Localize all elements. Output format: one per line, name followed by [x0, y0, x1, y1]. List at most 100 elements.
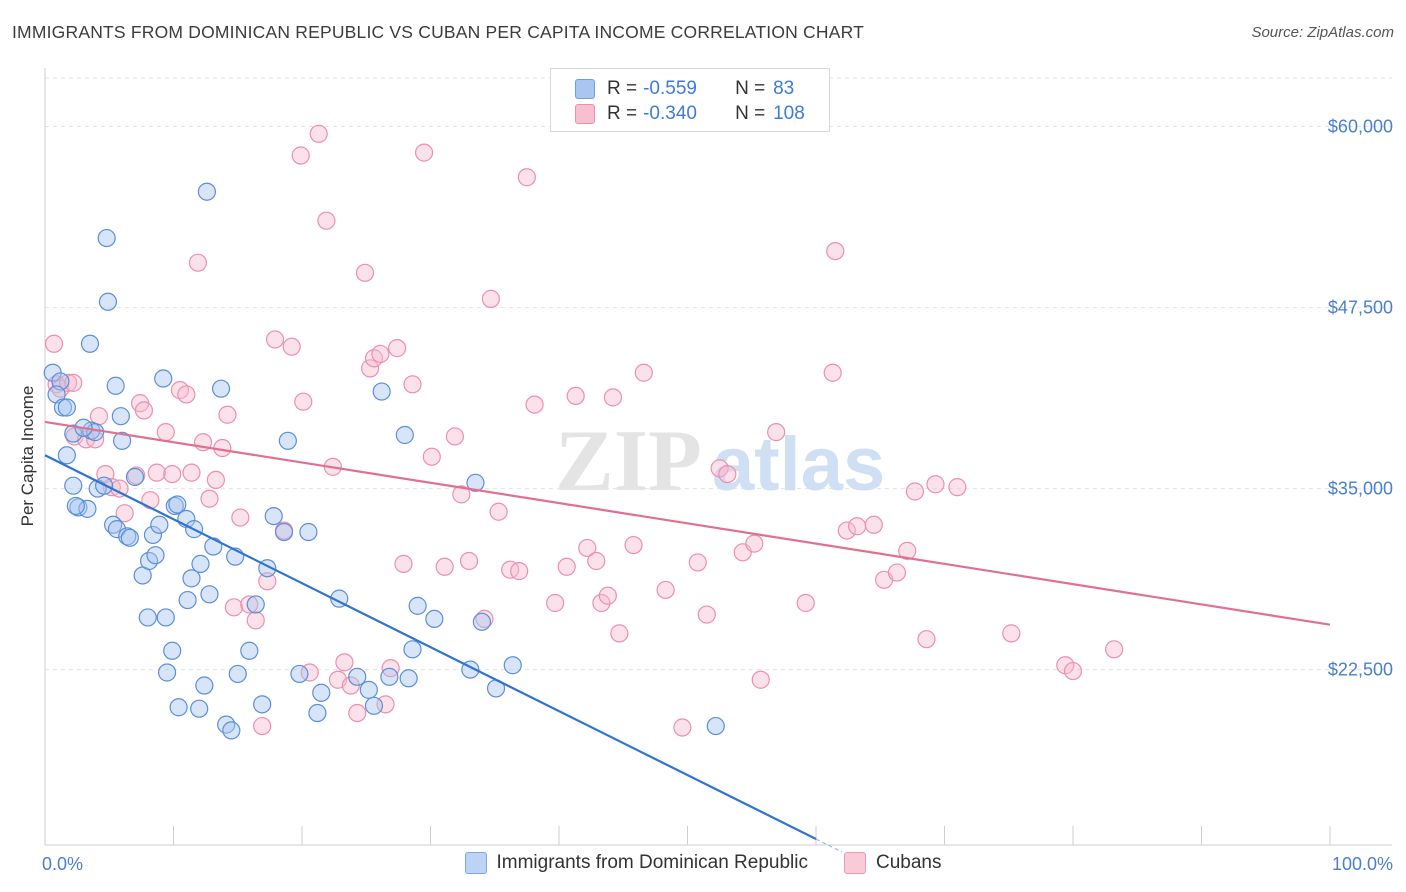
cuban-point: [767, 423, 786, 442]
cuban-point: [206, 470, 226, 489]
dominican-point: [57, 398, 76, 417]
dominican-point: [107, 520, 127, 539]
cuban-point: [435, 557, 454, 576]
watermark-atlas: atlas: [712, 422, 885, 507]
legend-r-label: R =: [607, 103, 638, 124]
bottom-legend-cubans[interactable]: Cubans: [844, 852, 942, 874]
cuban-point: [361, 359, 380, 378]
cuban-point: [673, 718, 692, 737]
dominican-point: [217, 715, 236, 734]
cuban-point: [1105, 640, 1124, 659]
cuban-point: [592, 593, 611, 613]
dominican-points: [43, 182, 725, 740]
bottom-legend-label-cubans: Cubans: [876, 852, 942, 873]
cuban-point: [265, 330, 285, 349]
trend-lines: [44, 420, 1331, 853]
dominican-point: [197, 182, 217, 201]
legend-r-value: -0.559: [643, 78, 697, 99]
cuban-point: [610, 624, 629, 643]
cuban-point: [525, 395, 544, 414]
dominican-point: [168, 495, 187, 514]
dominican-point: [178, 590, 197, 610]
cuban-point: [258, 572, 277, 591]
gridlines: [45, 77, 1392, 671]
legend-swatch-dominican: [575, 79, 595, 99]
cuban-point: [587, 551, 606, 571]
dominican-point: [106, 376, 125, 395]
cuban-point: [452, 485, 471, 504]
cuban-point: [394, 554, 413, 573]
dominican-point: [278, 431, 297, 450]
legend-n-label: N =: [735, 78, 766, 99]
dominican-point: [157, 663, 177, 682]
cuban-point: [501, 560, 520, 579]
cuban-point: [403, 375, 422, 394]
cuban-point: [656, 580, 675, 600]
dominican-point: [154, 369, 173, 388]
dominican-point: [97, 228, 116, 248]
dominican-point: [200, 585, 219, 604]
legend-n-label: N =: [735, 103, 766, 124]
dominican-point: [57, 446, 76, 465]
cuban-point: [688, 553, 707, 572]
legend-box: R = -0.559 N = 83 R = -0.340 N = 108: [550, 68, 830, 132]
dominican-point: [111, 407, 130, 426]
dominican-point: [78, 499, 97, 518]
cuban-point: [182, 463, 201, 482]
cuban-point: [355, 263, 375, 282]
dominican-point: [191, 554, 210, 573]
cuban-point: [422, 447, 441, 466]
dominican-point: [80, 334, 100, 353]
legend-row-dominican: R = -0.559 N = 83: [575, 77, 794, 101]
cuban-point: [376, 695, 395, 714]
dominican-point: [264, 506, 283, 526]
dominican-trend-line: [44, 454, 817, 841]
cuban-point: [246, 611, 265, 630]
cuban-point: [253, 716, 272, 736]
dominican-point: [472, 612, 491, 631]
dominican-point: [64, 424, 83, 443]
cuban-point: [837, 521, 856, 540]
bottom-legend-label-dominican: Immigrants from Dominican Republic: [496, 852, 809, 873]
cuban-point: [898, 541, 917, 560]
cuban-point: [848, 517, 867, 536]
bottom-legend-dominican[interactable]: Immigrants from Dominican Republic: [464, 852, 809, 874]
cuban-point: [163, 465, 182, 484]
dominican-point: [312, 683, 331, 702]
dominican-point: [125, 467, 145, 487]
y-tick-label: $22,500: [1328, 660, 1393, 680]
dominican-point: [408, 596, 427, 615]
cuban-trend-line: [44, 420, 1331, 626]
cuban-point: [188, 253, 208, 272]
cuban-point: [578, 538, 597, 558]
cuban-point: [1063, 661, 1083, 681]
chart-title: IMMIGRANTS FROM DOMINICAN REPUBLIC VS CU…: [12, 22, 864, 42]
cuban-point: [510, 562, 529, 581]
dominican-point: [274, 522, 294, 542]
dominican-point: [253, 695, 272, 714]
cuban-point: [566, 386, 585, 406]
dominican-point: [204, 537, 223, 556]
dominican-point: [425, 609, 444, 629]
y-tick-label: $60,000: [1328, 117, 1393, 137]
dominican-point: [195, 676, 214, 695]
dominican-point: [359, 680, 378, 699]
dominican-point: [308, 703, 327, 723]
dominican-point: [364, 696, 384, 715]
cuban-point: [134, 401, 154, 420]
legend-r-value: -0.340: [643, 103, 697, 124]
cuban-point: [826, 241, 845, 261]
legend-n-value: 83: [773, 78, 795, 99]
cuban-point: [218, 405, 237, 424]
dominican-point: [66, 496, 85, 516]
cuban-point: [917, 630, 936, 649]
cuban-point: [948, 478, 967, 497]
bottom-legend: Immigrants from Dominican Republic Cuban…: [0, 852, 1406, 874]
cuban-point: [796, 593, 815, 613]
bottom-legend-swatch-cubans: [844, 852, 866, 874]
cuban-point: [335, 653, 354, 672]
dominican-point: [120, 528, 139, 547]
cuban-point: [224, 598, 243, 617]
cuban-point: [489, 502, 508, 521]
